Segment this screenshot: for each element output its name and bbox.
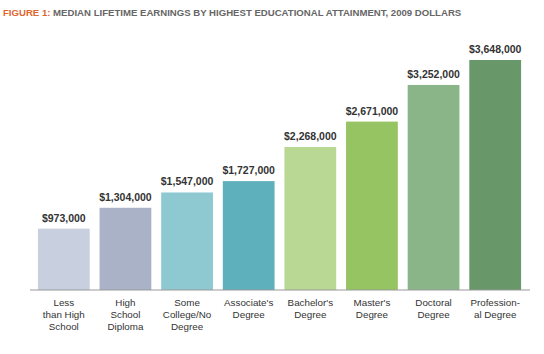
bar [100,208,152,290]
category-line: Doctoral [415,297,451,308]
category-line: Bachelor's [288,297,334,308]
data-label: $1,727,000 [222,164,275,176]
chart-svg: FIGURE 1: MEDIAN LIFETIME EARNINGS BY HI… [0,0,544,354]
category-line: Degree [233,309,266,320]
category-line: Profession- [470,297,520,308]
data-label: $973,000 [42,212,86,224]
bars [38,60,521,290]
labels: $973,000Lessthan HighSchool$1,304,000Hig… [42,43,522,332]
category-line: School [49,321,79,332]
bar [284,147,336,290]
data-label: $3,252,000 [407,68,460,80]
data-label: $1,304,000 [99,191,152,203]
category-line: Degree [356,309,389,320]
category-label: DoctoralDegree [415,297,451,320]
bar [223,181,275,290]
bar [346,122,398,290]
category-label: Master'sDegree [354,297,391,320]
bar [469,60,521,290]
x-axis-line [30,290,530,291]
data-label: $3,648,000 [469,43,522,55]
bar [38,229,90,290]
category-line: Diploma [107,321,143,332]
title: FIGURE 1: MEDIAN LIFETIME EARNINGS BY HI… [3,7,462,18]
data-label: $1,547,000 [161,175,214,187]
data-label: $2,671,000 [346,105,399,117]
category-line: High [115,297,135,308]
category-label: Profession-al Degree [470,297,520,320]
title-rest: MEDIAN LIFETIME EARNINGS BY HIGHEST EDUC… [50,7,461,18]
bar [161,192,213,290]
category-line: School [110,309,140,320]
category-line: Master's [354,297,391,308]
category-label: Lessthan HighSchool [43,297,85,332]
category-line: al Degree [474,309,517,320]
category-label: SomeCollege/NoDegree [163,297,212,332]
bar [408,85,460,290]
category-label: HighSchoolDiploma [107,297,143,332]
category-line: Some [174,297,200,308]
category-line: College/No [163,309,212,320]
category-label: Associate'sDegree [224,297,273,320]
chart-container: FIGURE 1: MEDIAN LIFETIME EARNINGS BY HI… [0,0,544,354]
category-line: Degree [171,321,204,332]
category-line: Degree [417,309,450,320]
category-label: Bachelor'sDegree [288,297,334,320]
category-line: than High [43,309,85,320]
category-line: Associate's [224,297,273,308]
data-label: $2,268,000 [284,130,337,142]
category-line: Degree [294,309,327,320]
title-prefix: FIGURE 1: [3,7,50,18]
category-line: Less [53,297,74,308]
